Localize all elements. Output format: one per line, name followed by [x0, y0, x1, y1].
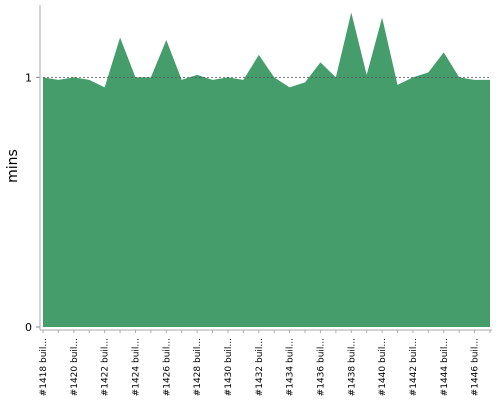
y-tick-label: 0: [25, 321, 32, 334]
x-tick-label: #1438 buil...: [347, 338, 357, 396]
x-tick-label: #1446 buil...: [471, 338, 481, 396]
x-tick-label: #1418 buil...: [39, 338, 49, 396]
x-tick-label: #1430 buil...: [224, 338, 234, 396]
x-tick-label: #1420 buil...: [70, 338, 80, 396]
y-axis-label: mins: [5, 149, 21, 183]
y-tick-label: 1: [25, 71, 32, 84]
x-tick-label: #1440 buil...: [378, 338, 388, 396]
x-tick-label: #1442 buil...: [409, 338, 419, 396]
x-tick-label: #1434 buil...: [286, 338, 296, 396]
x-tick-label: #1436 buil...: [316, 338, 326, 396]
x-tick-label: #1424 buil...: [131, 338, 141, 396]
x-tick-label: #1422 buil...: [101, 338, 111, 396]
x-tick-label: #1426 buil...: [162, 338, 172, 396]
x-tick-label: #1428 buil...: [193, 338, 203, 396]
x-tick-label: #1432 buil...: [255, 338, 265, 396]
x-tick-label: #1444 buil...: [440, 338, 450, 396]
area: [43, 12, 490, 327]
